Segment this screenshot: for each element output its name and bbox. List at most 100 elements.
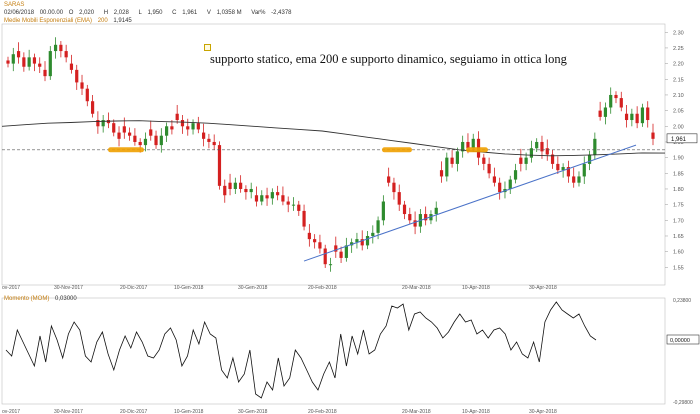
candle-body (577, 176, 581, 183)
candle-body (217, 145, 222, 186)
candle-body (165, 126, 169, 136)
candle-body (524, 157, 528, 164)
candle-body (609, 94, 613, 108)
candle-body (43, 69, 47, 77)
y-tick-label: 2.05 (673, 109, 684, 115)
x-tick-label: ov-2017 (2, 409, 20, 414)
candle-body (159, 135, 163, 146)
candle-body (344, 245, 348, 258)
candle-body (22, 57, 26, 67)
candle-body (133, 135, 137, 142)
price-panel-frame (1, 23, 666, 286)
candle-body (90, 101, 95, 114)
x-tick-label: 20-Feb-2018 (308, 285, 337, 291)
candle-body (392, 182, 396, 193)
candle-body (64, 51, 68, 58)
candle-body (471, 138, 475, 149)
y-tick-label: 2.00 (673, 124, 684, 130)
candle-body (32, 57, 37, 64)
ema-name: Medie Mobili Esponenziali (EMA) (4, 18, 93, 24)
momentum-line (5, 301, 597, 399)
y-tick-label: 1.80 (673, 187, 684, 193)
y-tick-label: 2.30 (673, 30, 684, 36)
annotation-text[interactable]: supporto statico, ema 200 e supporto din… (210, 52, 567, 66)
candle-body (397, 192, 401, 205)
candle-body (408, 214, 412, 221)
candle-body (508, 179, 512, 189)
ema-value: 1,9145 (113, 18, 132, 24)
candle-body (334, 245, 338, 252)
y-tick-label: 1.60 (673, 250, 684, 256)
candle-body (466, 141, 470, 149)
candle-body (149, 129, 153, 136)
annotation-marker-icon[interactable] (204, 44, 211, 51)
candle-body (175, 113, 179, 121)
candle-body (286, 201, 290, 205)
candle-body (561, 167, 565, 171)
y-tick-label: 1.90 (673, 156, 684, 162)
candle-body (328, 264, 333, 266)
candle-body (6, 60, 10, 64)
candle-body (254, 195, 259, 202)
candle-body (455, 151, 459, 164)
last-price-label: 1,961 (671, 137, 687, 143)
candle-body (281, 195, 285, 202)
ohlc-line: 02/06/2018 00.00.00 O 2,020 H 2,028 L 1,… (4, 9, 300, 17)
candle-body (513, 170, 518, 180)
momentum-last-label: 0,00000 (670, 338, 690, 344)
candle-body (445, 157, 449, 177)
ema-legend: Medie Mobili Esponenziali (EMA) 200 1,91… (4, 17, 136, 25)
candle-body (291, 204, 296, 206)
symbol-label: SARAS (4, 2, 25, 8)
x-tick-label: 10-Gen-2018 (174, 409, 204, 414)
candle-body (535, 141, 539, 149)
candle-body (461, 141, 465, 152)
candle-body (75, 69, 79, 83)
candle-body (587, 154, 592, 164)
y-tick-label: 2.20 (673, 62, 684, 68)
candle-body (170, 126, 174, 130)
candle-body (350, 242, 354, 246)
candle-body (582, 163, 586, 177)
candle-body (59, 44, 63, 52)
candle-body (239, 182, 243, 189)
candle-body (529, 148, 534, 158)
candle-body (614, 94, 618, 99)
y-tick-label: 1.70 (673, 218, 684, 224)
candle-body (154, 135, 158, 146)
candle-body (651, 132, 655, 139)
candle-body (270, 192, 274, 199)
candle-body (556, 163, 560, 171)
candle-body (276, 192, 280, 196)
x-tick-label: 30-Apr-2018 (529, 409, 557, 414)
candle-body (138, 141, 142, 146)
candle-body (265, 195, 269, 199)
candle-body (318, 242, 322, 249)
candle-body (381, 201, 385, 221)
candle-body (127, 132, 132, 136)
x-tick-label: 20-Dic-2017 (120, 285, 147, 291)
candle-body (635, 113, 639, 124)
high-value: H 2,028 (103, 10, 129, 16)
candle-body (228, 182, 232, 189)
candle-body (482, 157, 486, 164)
volume-value: V 1,0358 M (206, 10, 242, 16)
support-marker (108, 147, 144, 153)
date-value: 02/06/2018 (4, 10, 35, 16)
y-tick-label: 1.55 (673, 265, 684, 271)
candle-body (233, 182, 237, 189)
candle-body (624, 113, 629, 121)
candle-body (402, 204, 407, 215)
candle-body (640, 107, 645, 124)
candle-body (112, 123, 116, 133)
candle-body (143, 138, 148, 146)
candle-body (646, 107, 650, 121)
candle-body (260, 195, 264, 202)
candle-body (297, 204, 301, 211)
y-tick-label: 1.75 (673, 203, 684, 209)
candle-body (244, 188, 248, 193)
x-tick-label: 10-Apr-2018 (462, 285, 490, 291)
x-tick-label: 20-Dic-2017 (120, 409, 147, 414)
candle-body (202, 132, 206, 139)
